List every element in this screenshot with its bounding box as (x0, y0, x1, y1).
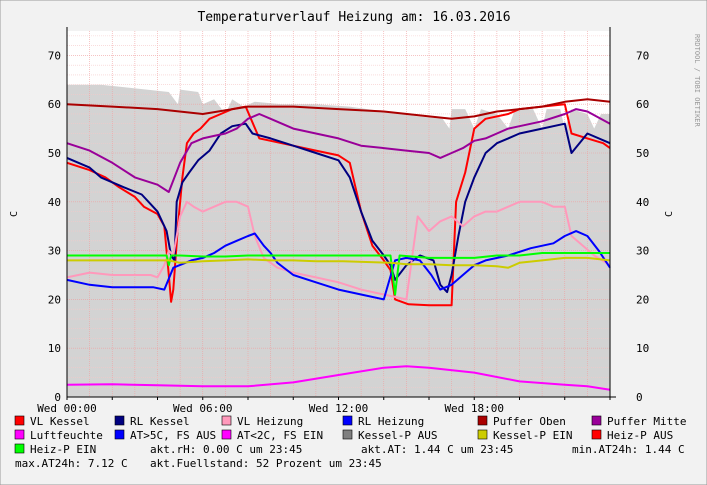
y-tick-label-left: 60 (48, 98, 61, 111)
legend-label: Kessel-P EIN (493, 429, 572, 442)
legend-swatch (342, 415, 353, 426)
legend-label: VL Kessel (30, 415, 90, 428)
legend-swatch (342, 429, 353, 440)
legend-swatch (14, 429, 25, 440)
series-line-puffer-oben (66, 98, 611, 120)
x-tick-label: Wed 12:00 (309, 402, 369, 415)
legend-label: Heiz-P AUS (607, 429, 673, 442)
series-line-kessel-p-ein (67, 256, 611, 269)
legend-swatch (591, 415, 602, 426)
y-tick-label-right: 40 (636, 196, 649, 209)
stats-text: min.AT24h: 1.44 C (572, 443, 685, 456)
y-tick-label-left: 10 (48, 342, 61, 355)
series-line-puffer-mitte (66, 108, 611, 193)
watermark: RRDTOOL / TOBI OETIKER (693, 34, 701, 128)
area-kessel-p-aus (67, 84, 610, 397)
legend-label: Kessel-P AUS (358, 429, 437, 442)
y-tick-label-left: 70 (48, 49, 61, 62)
x-tick-label: Wed 06:00 (173, 402, 233, 415)
stats-block: akt.rH: 0.00 C um 23:45 akt.AT: 1.44 C um… (15, 443, 685, 470)
legend-label: Puffer Mitte (607, 415, 686, 428)
stats-text: akt.Fuellstand: 52 Prozent um 23:45 (150, 457, 382, 470)
chart-title: Temperaturverlauf Heizung am: 16.03.2016 (197, 10, 510, 25)
legend: VL Kessel RL Kessel VL Heizung RL Heizung Pu… (14, 415, 686, 456)
legend-label: AT>5C, FS AUS (130, 429, 216, 442)
plot-area: 0 0 10 10 20 20 30 30 40 40 50 50 60 60 70 70 Wed 00:00 W… (37, 27, 649, 415)
x-tick-label: Wed 18:00 (444, 402, 504, 415)
series-line-rl-kessel (66, 122, 611, 294)
stats-text: akt.AT: 1.44 C um 23:45 (361, 443, 513, 456)
legend-swatch (477, 415, 488, 426)
legend-swatch (591, 429, 602, 440)
legend-swatch (477, 429, 488, 440)
y-tick-label-left: 40 (48, 196, 61, 209)
x-tick-label: Wed 00:00 (37, 402, 97, 415)
y-tick-label-right: 50 (636, 147, 649, 160)
y-tick-label-left: 0 (54, 391, 61, 404)
y-tick-label-right: 10 (636, 342, 649, 355)
series-line-luftfeuchte (66, 365, 611, 391)
legend-label: Luftfeuchte (30, 429, 103, 442)
y-tick-label-right: 30 (636, 245, 649, 258)
legend-label: AT<2C, FS EIN (237, 429, 323, 442)
series-line-vl-heizung (66, 200, 611, 301)
y-tick-label-left: 20 (48, 293, 61, 306)
legend-swatch (14, 443, 25, 454)
y-tick-label-right: 0 (636, 391, 643, 404)
legend-label: RL Heizung (358, 415, 424, 428)
y-tick-label-right: 20 (636, 293, 649, 306)
legend-label: Heiz-P EIN (30, 443, 96, 456)
y-axis-label-right: C (664, 211, 675, 217)
y-tick-label-left: 30 (48, 245, 61, 258)
legend-label: RL Kessel (130, 415, 190, 428)
legend-swatch (14, 415, 25, 426)
legend-swatch (114, 429, 125, 440)
series-line-heiz-p-ein (67, 252, 610, 296)
y-axis-label-left: C (9, 211, 20, 217)
legend-swatch (114, 415, 125, 426)
y-tick-label-right: 70 (636, 49, 649, 62)
series-line-rl-heizung (66, 230, 611, 301)
legend-label: VL Heizung (237, 415, 303, 428)
y-tick-label-left: 50 (48, 147, 61, 160)
y-tick-label-right: 60 (636, 98, 649, 111)
stats-text: max.AT24h: 7.12 C (15, 457, 128, 470)
legend-label: Puffer Oben (493, 415, 566, 428)
legend-swatch (221, 429, 232, 440)
legend-swatch (221, 415, 232, 426)
stats-text: akt.rH: 0.00 C um 23:45 (150, 443, 302, 456)
